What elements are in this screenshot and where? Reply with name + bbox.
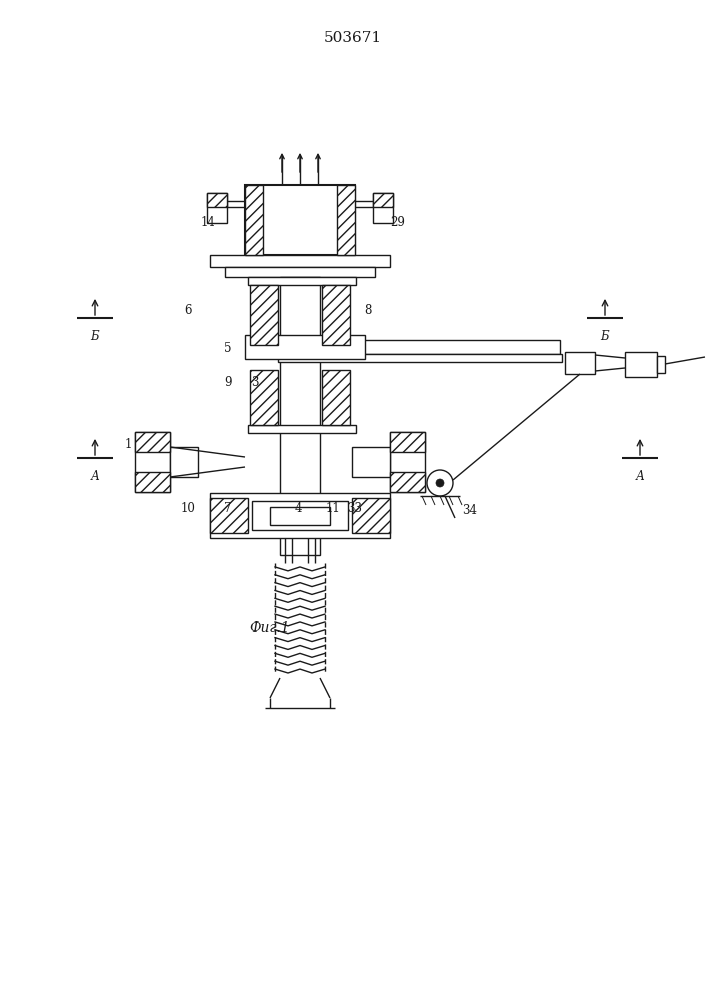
Text: 10: 10 — [180, 502, 195, 514]
Bar — [270, 507, 330, 525]
Text: 9: 9 — [224, 375, 232, 388]
Bar — [207, 193, 227, 207]
Bar — [135, 432, 170, 492]
Text: 29: 29 — [390, 216, 405, 229]
Text: А: А — [90, 470, 100, 483]
Bar — [210, 493, 390, 538]
Bar — [248, 277, 356, 285]
Text: 34: 34 — [462, 504, 477, 516]
Bar — [352, 447, 390, 477]
Text: 1: 1 — [124, 438, 132, 452]
Bar — [352, 498, 390, 533]
Bar — [278, 354, 562, 362]
Bar — [245, 185, 355, 255]
Bar — [390, 432, 425, 452]
Text: 11: 11 — [326, 502, 340, 514]
Bar — [322, 370, 350, 425]
Text: Б: Б — [90, 330, 99, 342]
Bar — [280, 340, 560, 354]
Bar — [210, 498, 248, 533]
Bar — [280, 277, 320, 555]
Text: 3: 3 — [251, 375, 259, 388]
Text: Б: Б — [601, 330, 609, 342]
Bar — [373, 193, 393, 207]
Bar — [170, 447, 198, 477]
Text: А: А — [636, 470, 645, 483]
Bar — [250, 370, 278, 425]
Bar — [245, 185, 263, 255]
Text: 4: 4 — [294, 502, 302, 514]
Bar — [390, 432, 425, 492]
Bar — [135, 472, 170, 492]
Text: 503671: 503671 — [324, 31, 382, 45]
Text: 5: 5 — [224, 342, 232, 355]
Bar — [322, 285, 350, 345]
Bar — [135, 432, 170, 452]
Bar — [390, 472, 425, 492]
Bar — [373, 193, 393, 223]
Bar — [252, 501, 348, 530]
Text: 8: 8 — [364, 304, 372, 316]
Text: 33: 33 — [348, 502, 363, 514]
Bar — [245, 335, 365, 359]
Bar — [337, 185, 355, 255]
Bar — [657, 356, 665, 373]
Bar — [565, 352, 595, 374]
Circle shape — [436, 479, 444, 487]
Text: Фиг.1: Фиг.1 — [250, 621, 291, 635]
Bar — [248, 425, 356, 433]
Text: 6: 6 — [185, 304, 192, 316]
Bar — [225, 267, 375, 277]
Bar — [207, 193, 227, 223]
Text: 7: 7 — [224, 502, 232, 514]
Bar — [210, 255, 390, 267]
Bar — [625, 352, 657, 377]
Bar — [250, 285, 278, 345]
Text: 14: 14 — [201, 216, 216, 229]
